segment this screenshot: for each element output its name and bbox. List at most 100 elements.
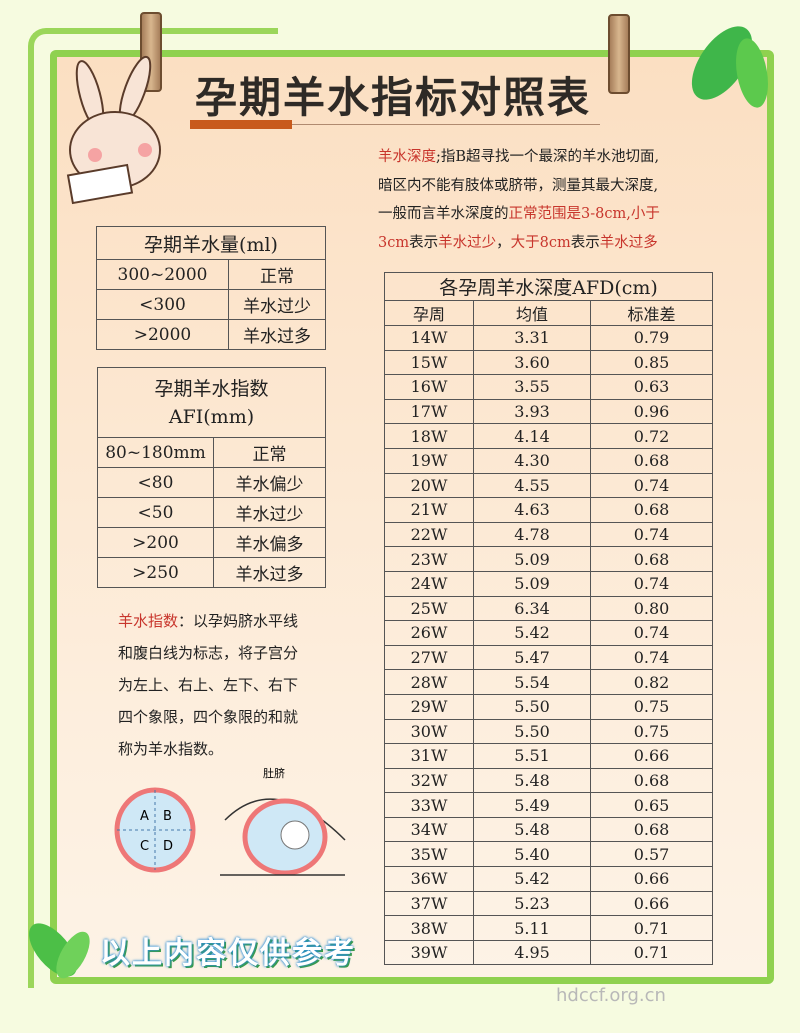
afi-title-line-1: 孕期羊水指数: [154, 377, 269, 400]
table-cell: 15W: [384, 349, 474, 376]
table-row: 27W 5.47 0.74: [384, 644, 713, 671]
rabbit-illustration: [66, 55, 161, 205]
table-row: 34W 5.48 0.68: [384, 816, 713, 843]
table-row: 30W 5.50 0.75: [384, 718, 713, 745]
table-cell: <50: [97, 497, 214, 528]
table-row: 23W 5.09 0.68: [384, 546, 713, 572]
table-cell: 5.51: [473, 743, 591, 769]
table-cell: <80: [97, 467, 214, 498]
table-cell: 25W: [384, 595, 474, 622]
table-cell: 22W: [384, 521, 474, 548]
table-cell: 0.74: [590, 620, 713, 646]
table-cell: 0.65: [590, 792, 713, 818]
footer-disclaimer: 以上内容仅供参考: [100, 936, 356, 971]
table-cell: 4.78: [473, 521, 591, 548]
table-cell: 6.34: [473, 595, 591, 622]
table-cell: 正常: [228, 259, 326, 290]
table-cell: 33W: [384, 792, 474, 818]
table-cell: 羊水过少: [228, 289, 326, 320]
navel-label: 肚脐: [263, 766, 285, 780]
table-cell: 21W: [384, 497, 474, 523]
volume-table: 孕期羊水量(ml) 300~2000 正常 <300 羊水过少 >2000 羊水过多: [96, 226, 326, 350]
header-week: 孕周: [384, 300, 474, 326]
table-cell: 0.72: [590, 423, 713, 449]
table-cell: 0.85: [590, 349, 713, 376]
table-cell: 16W: [384, 374, 474, 400]
table-cell: 0.57: [590, 841, 713, 868]
quadrant-b: B: [163, 809, 172, 824]
quadrant-diagram: A B C D: [114, 787, 196, 873]
afi-line-5: 称为羊水指数。: [118, 740, 224, 758]
table-row: 29W 5.50 0.75: [384, 693, 713, 720]
table-cell: 0.74: [590, 570, 713, 597]
table-row: >250 羊水过多: [97, 557, 326, 588]
table-row: 32W 5.48 0.68: [384, 767, 713, 794]
table-cell: 17W: [384, 398, 474, 425]
table-row: 25W 6.34 0.80: [384, 595, 713, 622]
table-cell: 5.11: [473, 915, 591, 941]
table-cell: 0.74: [590, 644, 713, 671]
afd-table-title: 各孕周羊水深度AFD(cm): [384, 272, 713, 301]
depth-normal-range: 正常范围是3-8cm,小于: [508, 206, 660, 222]
table-row: <300 羊水过少: [96, 289, 326, 320]
table-cell: 32W: [384, 767, 474, 794]
table-cell: 5.40: [473, 841, 591, 868]
table-row: 19W 4.30 0.68: [384, 447, 713, 474]
table-row: >2000 羊水过多: [96, 319, 326, 350]
table-cell: 羊水过少: [213, 497, 326, 528]
table-row: 17W 3.93 0.96: [384, 398, 713, 425]
table-row: 39W 4.95 0.71: [384, 939, 713, 966]
table-cell: 3.55: [473, 374, 591, 400]
afi-line-4: 四个象限，四个象限的和就: [118, 708, 299, 726]
table-cell: 0.82: [590, 669, 713, 695]
table-cell: 5.48: [473, 767, 591, 794]
table-cell: 0.66: [590, 743, 713, 769]
page-title: 孕期羊水指标对照表: [195, 73, 592, 122]
leaf-icon: [691, 26, 768, 108]
text: 表示: [570, 234, 600, 251]
table-row: <80 羊水偏少: [97, 467, 326, 498]
table-cell: 5.42: [473, 866, 591, 892]
table-cell: 5.48: [473, 816, 591, 843]
depth-8cm: 大于8cm: [510, 234, 571, 251]
uterus-diagrams: A B C D 肚脐: [114, 766, 346, 876]
table-cell: >250: [97, 557, 214, 588]
table-cell: 5.50: [473, 718, 591, 745]
afi-title-line-2: AFI(mm): [168, 405, 255, 428]
table-row: 26W 5.42 0.74: [384, 620, 713, 646]
table-cell: 19W: [384, 447, 474, 474]
table-cell: 3.31: [473, 325, 591, 351]
depth-line-2: 暗区内不能有肢体或脐带，测量其最大深度,: [378, 177, 659, 194]
table-cell: 0.68: [590, 546, 713, 572]
table-cell: 26W: [384, 620, 474, 646]
table-row: >200 羊水偏多: [97, 527, 326, 558]
table-row: 38W 5.11 0.71: [384, 915, 713, 941]
table-cell: 36W: [384, 866, 474, 892]
table-cell: 5.42: [473, 620, 591, 646]
table-cell: 80~180mm: [97, 437, 214, 468]
table-cell: 28W: [384, 669, 474, 695]
table-cell: 0.74: [590, 521, 713, 548]
quadrant-c: C: [140, 839, 149, 854]
table-row: 28W 5.54 0.82: [384, 669, 713, 695]
table-cell: 23W: [384, 546, 474, 572]
table-cell: 38W: [384, 915, 474, 941]
table-cell: 0.74: [590, 472, 713, 499]
table-cell: 0.80: [590, 595, 713, 622]
table-row: 37W 5.23 0.66: [384, 890, 713, 917]
table-cell: 5.09: [473, 570, 591, 597]
header-sd: 标准差: [590, 300, 713, 326]
afi-line-2: 和腹白线为标志，将子宫分: [118, 644, 299, 662]
table-cell: 5.49: [473, 792, 591, 818]
volume-table-title: 孕期羊水量(ml): [96, 226, 326, 260]
watermark: hdccf.org.cn: [556, 985, 666, 1006]
table-cell: 0.68: [590, 816, 713, 843]
table-cell: 3.93: [473, 398, 591, 425]
table-cell: 0.71: [590, 939, 713, 966]
table-cell: 39W: [384, 939, 474, 966]
clip-right: [608, 14, 630, 94]
table-cell: 4.30: [473, 447, 591, 474]
table-row: 24W 5.09 0.74: [384, 570, 713, 597]
table-row: 21W 4.63 0.68: [384, 497, 713, 523]
depth-description: 羊水深度;指B超寻找一个最深的羊水池切面, 暗区内不能有肢体或脐带，测量其最大深…: [378, 143, 660, 257]
